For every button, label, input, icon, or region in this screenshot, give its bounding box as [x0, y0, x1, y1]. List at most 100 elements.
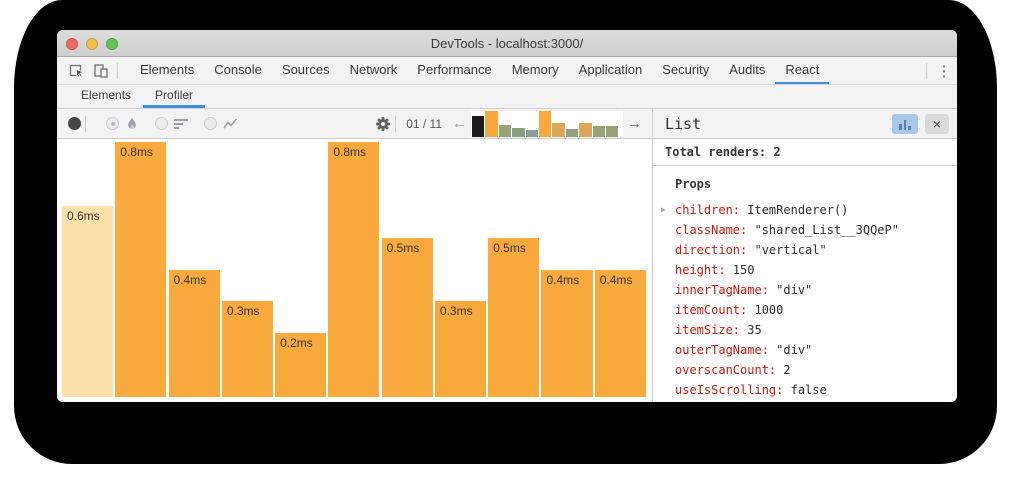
commit-bar-4[interactable]: 0.3ms [221, 301, 273, 397]
subtab-profiler[interactable]: Profiler [143, 85, 206, 108]
inspect-element-icon[interactable] [65, 57, 89, 84]
prev-snapshot-icon[interactable]: ← [452, 115, 467, 132]
zoom-light[interactable] [106, 38, 118, 50]
tab-audits[interactable]: Audits [729, 62, 766, 77]
commit-bar-6[interactable]: 0.8ms [328, 142, 380, 397]
snapshot-thumb-10[interactable] [592, 125, 605, 137]
close-panel-button[interactable]: × [925, 113, 949, 134]
expand-caret-icon[interactable]: ▶ [661, 205, 666, 214]
tab-elements[interactable]: Elements [140, 62, 195, 77]
view-option-interactions[interactable] [204, 117, 238, 130]
snapshot-thumb-6[interactable] [538, 110, 552, 137]
snapshot-thumb-3[interactable] [498, 124, 512, 137]
prop-key: itemCount: [675, 303, 755, 317]
prop-value: 35 [747, 323, 762, 337]
commit-bar-11[interactable]: 0.4ms [594, 269, 646, 397]
prop-key: className: [675, 223, 755, 237]
commit-bar-label: 0.8ms [120, 145, 153, 159]
commit-bar-chart: 0.6ms 0.8ms 0.4ms 0.3ms 0.2ms 0.8ms 0.5ms 0.3ms… [57, 139, 652, 402]
line-chart-icon [223, 118, 238, 129]
window-titlebar: DevTools - localhost:3000/ [57, 30, 957, 57]
commit-bar-8[interactable]: 0.3ms [434, 301, 486, 397]
snapshot-thumb-2[interactable] [485, 110, 498, 137]
commit-bar-5[interactable]: 0.2ms [275, 333, 327, 397]
prop-key: useIsScrolling: [675, 383, 791, 397]
tab-memory[interactable]: Memory [511, 62, 559, 77]
tab-console[interactable]: Console [214, 62, 262, 77]
prop-value: "shared_List__3QQeP" [754, 223, 899, 237]
commit-bar-label: 0.4ms [546, 272, 580, 287]
minimize-light[interactable] [86, 38, 98, 50]
prop-row-useIsScrolling: useIsScrolling: false [675, 380, 957, 400]
record-icon[interactable] [68, 117, 81, 130]
ranked-radio[interactable] [155, 117, 168, 130]
prop-key: direction: [675, 243, 755, 257]
prop-row-itemCount: itemCount: 1000 [675, 300, 957, 320]
view-option-ranked[interactable] [155, 117, 188, 131]
tab-sources[interactable]: Sources [281, 62, 330, 77]
react-subtabbar: Elements Profiler [57, 85, 957, 109]
snapshot-position: 01 / 11 [406, 116, 442, 131]
prop-key: height: [675, 263, 733, 277]
commit-bar-10[interactable]: 0.4ms [541, 269, 593, 397]
prop-row-children: ▶ children: ItemRenderer() [661, 200, 957, 220]
snapshot-strip [471, 110, 623, 137]
prop-row-direction: direction: "vertical" [675, 240, 957, 260]
toolbar-separator-1 [85, 115, 86, 132]
snapshot-thumb-9[interactable] [579, 122, 592, 137]
flamegraph-radio[interactable] [106, 117, 119, 130]
snapshot-thumb-8[interactable] [565, 128, 579, 137]
prop-row-className: className: "shared_List__3QQeP" [675, 220, 957, 240]
prop-value: ItemRenderer() [747, 203, 849, 217]
commit-bar-label: 0.3ms [439, 304, 473, 319]
prop-value: 2 [783, 363, 791, 377]
prop-key: itemSize: [675, 323, 748, 337]
tab-performance[interactable]: Performance [417, 62, 492, 77]
tabbar-spacer [829, 57, 922, 84]
view-chart-button[interactable] [892, 113, 918, 134]
prop-value: "div" [776, 283, 813, 297]
commit-bar-label: 0.3ms [226, 304, 260, 319]
commit-bar-label: 0.5ms [386, 240, 420, 255]
commit-bar-1[interactable]: 0.6ms [62, 205, 114, 397]
prop-key: children: [675, 203, 748, 217]
commit-bar-2[interactable]: 0.8ms [115, 142, 167, 397]
snapshot-thumb-5[interactable] [525, 129, 538, 137]
close-light[interactable] [66, 38, 78, 50]
interactions-radio[interactable] [204, 117, 217, 130]
commit-bar-label: 0.6ms [67, 208, 100, 223]
window-title: DevTools - localhost:3000/ [430, 35, 584, 51]
profiler-toolbar: 01 / 11 ← → [57, 109, 652, 139]
commit-bar-9[interactable]: 0.5ms [488, 237, 540, 397]
tab-application[interactable]: Application [578, 62, 643, 77]
toolbar-separator-2 [395, 115, 397, 132]
commit-bar-label: 0.5ms [493, 240, 526, 255]
main-tab-list: Elements Console Sources Network Performance… [130, 57, 830, 84]
prop-key: innerTagName: [675, 283, 777, 297]
commit-bar-3[interactable]: 0.4ms [168, 269, 220, 397]
tab-network[interactable]: Network [349, 62, 398, 77]
tabbar-separator [117, 62, 118, 79]
gear-icon[interactable] [375, 116, 391, 132]
tab-react[interactable]: React [775, 57, 830, 84]
prop-row-width: width: 300 [675, 400, 957, 402]
commit-bar-label: 0.8ms [333, 145, 367, 159]
component-panel-header: List × [653, 109, 957, 139]
next-snapshot-icon[interactable]: → [627, 115, 642, 132]
devtools-menu-icon[interactable]: ⋮ [936, 62, 952, 80]
subtab-elements[interactable]: Elements [81, 88, 132, 102]
component-name: List [665, 114, 702, 133]
device-toolbar-icon[interactable] [89, 57, 113, 84]
prop-row-outerTagName: outerTagName: "div" [675, 340, 957, 360]
view-option-flamegraph[interactable] [106, 116, 139, 131]
snapshot-thumb-4[interactable] [512, 127, 525, 137]
commit-bar-label: 0.4ms [173, 272, 207, 287]
commit-bar-7[interactable]: 0.5ms [381, 237, 433, 397]
total-renders: Total renders: 2 [653, 139, 957, 166]
tab-security[interactable]: Security [662, 62, 710, 77]
props-heading: Props [675, 177, 712, 191]
snapshot-thumb-7[interactable] [552, 122, 565, 137]
flame-icon [128, 116, 136, 129]
snapshot-thumb-11[interactable] [605, 125, 619, 137]
snapshot-thumb-1[interactable] [472, 115, 485, 137]
